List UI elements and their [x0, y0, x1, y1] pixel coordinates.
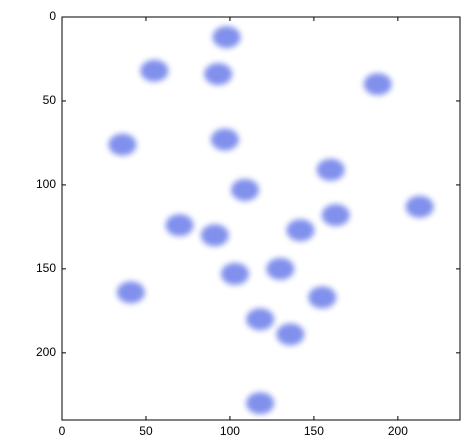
blob	[220, 262, 249, 285]
blob	[316, 158, 345, 181]
blob	[308, 286, 337, 309]
x-tick-label: 100	[220, 424, 240, 438]
y-tick-label: 100	[36, 177, 56, 191]
x-tick-label: 50	[139, 424, 153, 438]
x-tick-label: 150	[304, 424, 324, 438]
y-tick-label: 200	[36, 345, 56, 359]
blob	[286, 219, 315, 242]
blob	[204, 63, 233, 86]
y-tick-label: 150	[36, 261, 56, 275]
x-tick-label: 200	[388, 424, 408, 438]
y-tick-label: 50	[43, 93, 57, 107]
blob	[363, 73, 392, 96]
axes-box	[61, 16, 461, 421]
blob	[140, 59, 169, 82]
blob	[276, 323, 305, 346]
blob	[246, 308, 275, 331]
y-tick-label: 0	[49, 9, 56, 23]
blob	[200, 224, 229, 247]
blob	[212, 26, 241, 49]
blob	[321, 204, 350, 227]
blob	[108, 133, 137, 156]
blob	[116, 281, 145, 304]
blob	[210, 128, 239, 151]
x-tick-label: 0	[59, 424, 66, 438]
image-area	[108, 26, 434, 415]
blob	[405, 195, 434, 218]
blob	[246, 392, 275, 415]
blob	[266, 257, 295, 280]
blob	[231, 178, 260, 201]
blob	[165, 214, 194, 237]
